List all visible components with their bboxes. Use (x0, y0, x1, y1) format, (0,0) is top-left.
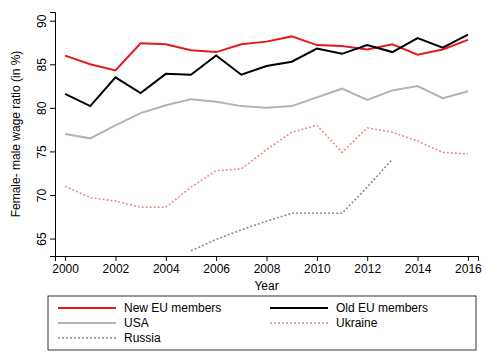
x-tick-mark (367, 256, 368, 261)
series-line (191, 159, 392, 251)
y-tick-label: 75 (35, 145, 49, 159)
x-tick: 2008 (254, 256, 281, 276)
x-tick-label: 2006 (203, 262, 230, 276)
x-tick-label: 2010 (304, 262, 331, 276)
x-tick-mark (65, 256, 66, 261)
legend-box (48, 296, 476, 350)
x-tick: 2000 (52, 256, 79, 276)
y-tick-label: 80 (35, 101, 49, 115)
y-tick: 65 (35, 232, 55, 246)
x-tick-mark (468, 256, 469, 261)
series-line (65, 125, 468, 207)
y-tick-label: 65 (35, 232, 49, 246)
legend-swatch (58, 322, 116, 324)
legend-swatch (58, 337, 116, 339)
x-tick: 2004 (153, 256, 180, 276)
legend-swatch (58, 307, 116, 309)
legend-item: Old EU members (270, 301, 428, 315)
legend-label: USA (124, 316, 149, 330)
y-axis: 65 70 75 80 85 90 (35, 13, 56, 257)
x-tick-mark (216, 256, 217, 261)
legend-label: Russia (124, 331, 161, 345)
x-tick-mark (166, 256, 167, 261)
plot: 65 70 75 80 85 90 2000 2002 2004 2006 2008 2010 2012… (35, 13, 482, 276)
x-tick-label: 2002 (103, 262, 130, 276)
legend-swatch (270, 307, 328, 309)
series-line (65, 86, 468, 138)
y-tick-mark (50, 239, 55, 240)
y-tick-label: 90 (35, 14, 49, 28)
y-tick-mark (50, 64, 55, 65)
x-tick-mark (115, 256, 116, 261)
x-tick: 2016 (455, 256, 482, 276)
legend-item: New EU members (58, 301, 221, 315)
y-tick: 70 (35, 189, 55, 203)
x-tick-label: 2000 (52, 262, 79, 276)
legend-item: Ukraine (270, 316, 378, 330)
y-tick: 85 (35, 58, 55, 72)
y-tick: 90 (35, 14, 55, 28)
background (0, 0, 486, 354)
y-tick-mark (50, 151, 55, 152)
legend-item: USA (58, 316, 149, 330)
x-axis: 2000 2002 2004 2006 2008 2010 2012 2014 2016 (52, 256, 482, 276)
x-tick-label: 2016 (455, 262, 482, 276)
x-tick: 2006 (203, 256, 230, 276)
x-tick-label: 2012 (354, 262, 381, 276)
x-tick-mark (267, 256, 268, 261)
legend-label: Old EU members (336, 301, 428, 315)
x-tick-mark (317, 256, 318, 261)
series-line (65, 35, 468, 106)
y-tick-mark (50, 195, 55, 196)
y-tick-label: 70 (35, 189, 49, 203)
chart-container: 65 70 75 80 85 90 2000 2002 2004 2006 2008 2010 2012… (0, 0, 486, 354)
legend-swatch (270, 322, 328, 324)
legend-label: New EU members (124, 301, 221, 315)
legend-item: Russia (58, 331, 161, 345)
x-tick-label: 2008 (254, 262, 281, 276)
chart-svg: 65 70 75 80 85 90 2000 2002 2004 2006 2008 2010 2012… (0, 0, 486, 354)
lines (65, 35, 468, 251)
legend-label: Ukraine (336, 316, 378, 330)
x-tick-label: 2004 (153, 262, 180, 276)
x-tick-label: 2014 (405, 262, 432, 276)
y-tick: 80 (35, 101, 55, 115)
y-tick-label: 85 (35, 58, 49, 72)
x-axis-line (56, 257, 479, 262)
y-tick-mark (50, 21, 55, 22)
y-axis-line (50, 13, 56, 257)
x-tick: 2002 (103, 256, 130, 276)
x-tick-mark (418, 256, 419, 261)
legend: New EU members Old EU members USA Ukraine Ru… (48, 296, 476, 350)
y-axis-title: Female- male wage ratio (in %) (9, 51, 23, 218)
y-tick: 75 (35, 145, 55, 159)
x-tick: 2014 (405, 256, 432, 276)
x-axis-title: Year (254, 279, 278, 293)
x-tick: 2012 (354, 256, 381, 276)
y-tick-mark (50, 108, 55, 109)
x-tick: 2010 (304, 256, 331, 276)
